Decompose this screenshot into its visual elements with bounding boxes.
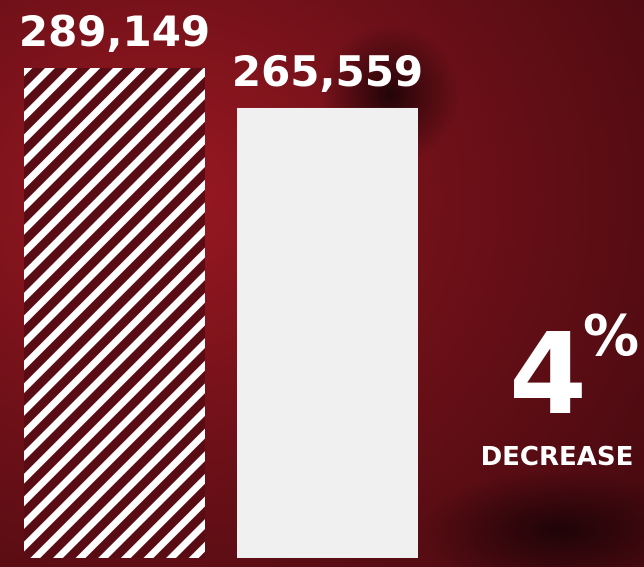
annotation-unit: % (583, 304, 639, 369)
bar (24, 68, 205, 558)
bar (237, 108, 418, 558)
value-label: 265,559 (232, 47, 423, 96)
value-label: 289,149 (19, 7, 210, 56)
annotation-label: DECREASE (481, 442, 634, 472)
annotation-value: 4 (509, 310, 587, 440)
chart: 289,149 265,559 4 % DECREASE (0, 0, 644, 567)
